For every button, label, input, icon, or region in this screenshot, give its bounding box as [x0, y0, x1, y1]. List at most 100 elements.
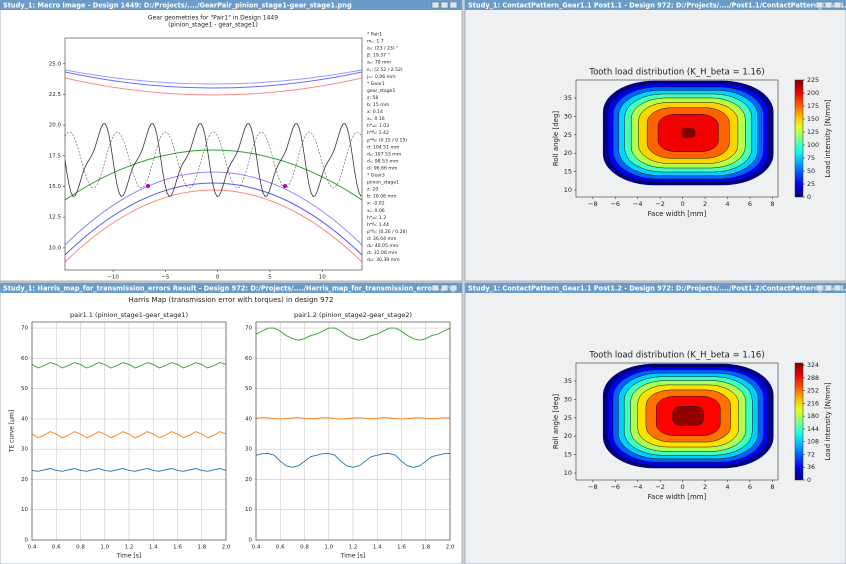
y-tick-label: 40: [245, 416, 252, 422]
x-tick-label: 0.6: [52, 545, 61, 551]
legend-line: b: 18.06 mm: [367, 194, 397, 200]
x-tick-label: −4: [633, 200, 643, 208]
colorbar-tick-label: 36: [807, 464, 815, 471]
te-line: [31, 362, 227, 369]
colorbar-tick-label: 252: [807, 388, 819, 395]
legend-line: x: 0.14: [367, 109, 383, 115]
contour-level: [681, 128, 696, 138]
te-line: [255, 327, 451, 341]
window-button[interactable]: [824, 1, 833, 9]
window-button[interactable]: [833, 1, 842, 9]
legend-line: h*ₐ₀: 1.2: [367, 215, 386, 221]
plot-title: Gear geometries for "Pair1" in Design 14…: [148, 15, 278, 22]
window-button[interactable]: [815, 284, 824, 292]
colorbar-tick-label: 324: [807, 362, 819, 369]
x-axis-label: Face width [mm]: [648, 210, 707, 218]
te-line: [255, 417, 451, 420]
plot-frame: [575, 362, 779, 481]
window-button[interactable]: [833, 284, 842, 292]
legend-line: mₙ: 1.7: [367, 39, 384, 45]
gear-arc: [65, 182, 362, 256]
contour-level: [672, 406, 704, 426]
window-title: Study_1: Harris_map_for_transmission_err…: [3, 285, 456, 293]
x-tick-label: 2.0: [446, 545, 455, 551]
y-tick-label: 70: [21, 326, 28, 332]
x-tick-label: 0.6: [276, 545, 285, 551]
window-button[interactable]: [431, 284, 440, 292]
te-line: [31, 468, 227, 472]
y-tick-label: 15: [564, 451, 572, 459]
y-tick-label: 35: [564, 94, 572, 102]
legend-line: * Gear1: [367, 81, 385, 87]
y-tick-label: 10: [21, 507, 28, 513]
y-tick-label: 0: [249, 538, 253, 544]
y-tick-label: 70: [245, 326, 252, 332]
x-tick-label: 0.8: [76, 545, 85, 551]
window-button[interactable]: [815, 1, 824, 9]
colorbar-label: Load intensity [N/mm]: [824, 99, 832, 178]
y-tick-label: 40: [21, 416, 28, 422]
window-button[interactable]: [449, 284, 458, 292]
colorbar-tick-label: 108: [807, 439, 819, 446]
colorbar-tick-label: 180: [807, 413, 819, 420]
x-tick-label: 1.0: [324, 545, 333, 551]
contour-map: [602, 363, 774, 469]
legend-line: αₙ: (23 / 23) °: [367, 46, 398, 52]
x-tick-label: 1.0: [100, 545, 109, 551]
y-tick-label: 60: [245, 356, 252, 362]
x-tick-label: −5: [161, 275, 170, 281]
x-tick-label: −8: [588, 483, 598, 491]
legend-line: εᵧ: (2.52 / 2.52): [367, 67, 403, 73]
window-button[interactable]: [440, 1, 449, 9]
y-tick-label: 22.5: [49, 92, 62, 98]
colorbar-tick-label: 0: [807, 194, 811, 201]
y-tick-label: 25: [564, 131, 572, 139]
plot-title: Tooth load distribution (K_H_beta = 1.16…: [588, 68, 764, 78]
title-bar: [465, 0, 846, 10]
x-tick-label: 0: [681, 483, 685, 491]
y-tick-label: 25: [564, 414, 572, 422]
x-tick-label: 10: [319, 275, 326, 281]
x-axis-label: Time [s]: [340, 553, 365, 560]
title-bar: [0, 283, 462, 293]
legend-line: h*ₐ₀: 1.03: [367, 123, 389, 129]
figure-title: Harris Map (transmission error with torq…: [129, 296, 334, 304]
title-bar: [465, 283, 846, 293]
legend-line: xₛ: 0.16: [367, 116, 385, 122]
window-button[interactable]: [440, 284, 449, 292]
y-tick-label: 50: [245, 386, 252, 392]
window-button[interactable]: [431, 1, 440, 9]
y-tick-label: 10: [245, 507, 252, 513]
y-tick-label: 35: [564, 377, 572, 385]
x-tick-label: 1.4: [149, 545, 158, 551]
legend-line: d: 36.04 mm: [367, 236, 397, 242]
contact-point: [283, 184, 287, 188]
colorbar-tick-label: 0: [807, 477, 811, 484]
te-line: [255, 452, 451, 468]
window-button[interactable]: [824, 284, 833, 292]
y-tick-label: 20: [564, 149, 572, 157]
legend-line: d: 104.51 mm: [367, 144, 400, 150]
y-tick-label: 50: [21, 386, 28, 392]
x-tick-label: 0: [216, 275, 220, 281]
y-tick-label: 10: [564, 186, 572, 194]
legend-line: dₐ: 40.05 mm: [367, 243, 399, 249]
x-tick-label: 6: [748, 200, 752, 208]
x-tick-label: 6: [748, 483, 752, 491]
window-button[interactable]: [449, 1, 458, 9]
x-axis-label: Face width [mm]: [648, 493, 707, 501]
x-tick-label: −2: [655, 483, 665, 491]
colorbar-tick-label: 75: [807, 155, 815, 162]
gear-arc: [65, 149, 362, 201]
legend-line: * Gear3: [367, 173, 385, 179]
x-tick-label: 2.0: [222, 545, 231, 551]
legend-line: ρ*f₀: (0.26 / 0.26): [367, 229, 407, 235]
legend-line: xₛ: 0.06: [367, 208, 385, 214]
x-tick-label: 1.2: [125, 545, 134, 551]
x-tick-label: 1.8: [421, 545, 430, 551]
legend-line: aᵥ: 70 mm: [367, 60, 392, 66]
legend-line: dₐₜ: 30.39 mm: [367, 257, 400, 263]
gear-teeth: [65, 123, 362, 197]
y-axis-label: TE curve [μm]: [9, 410, 16, 453]
